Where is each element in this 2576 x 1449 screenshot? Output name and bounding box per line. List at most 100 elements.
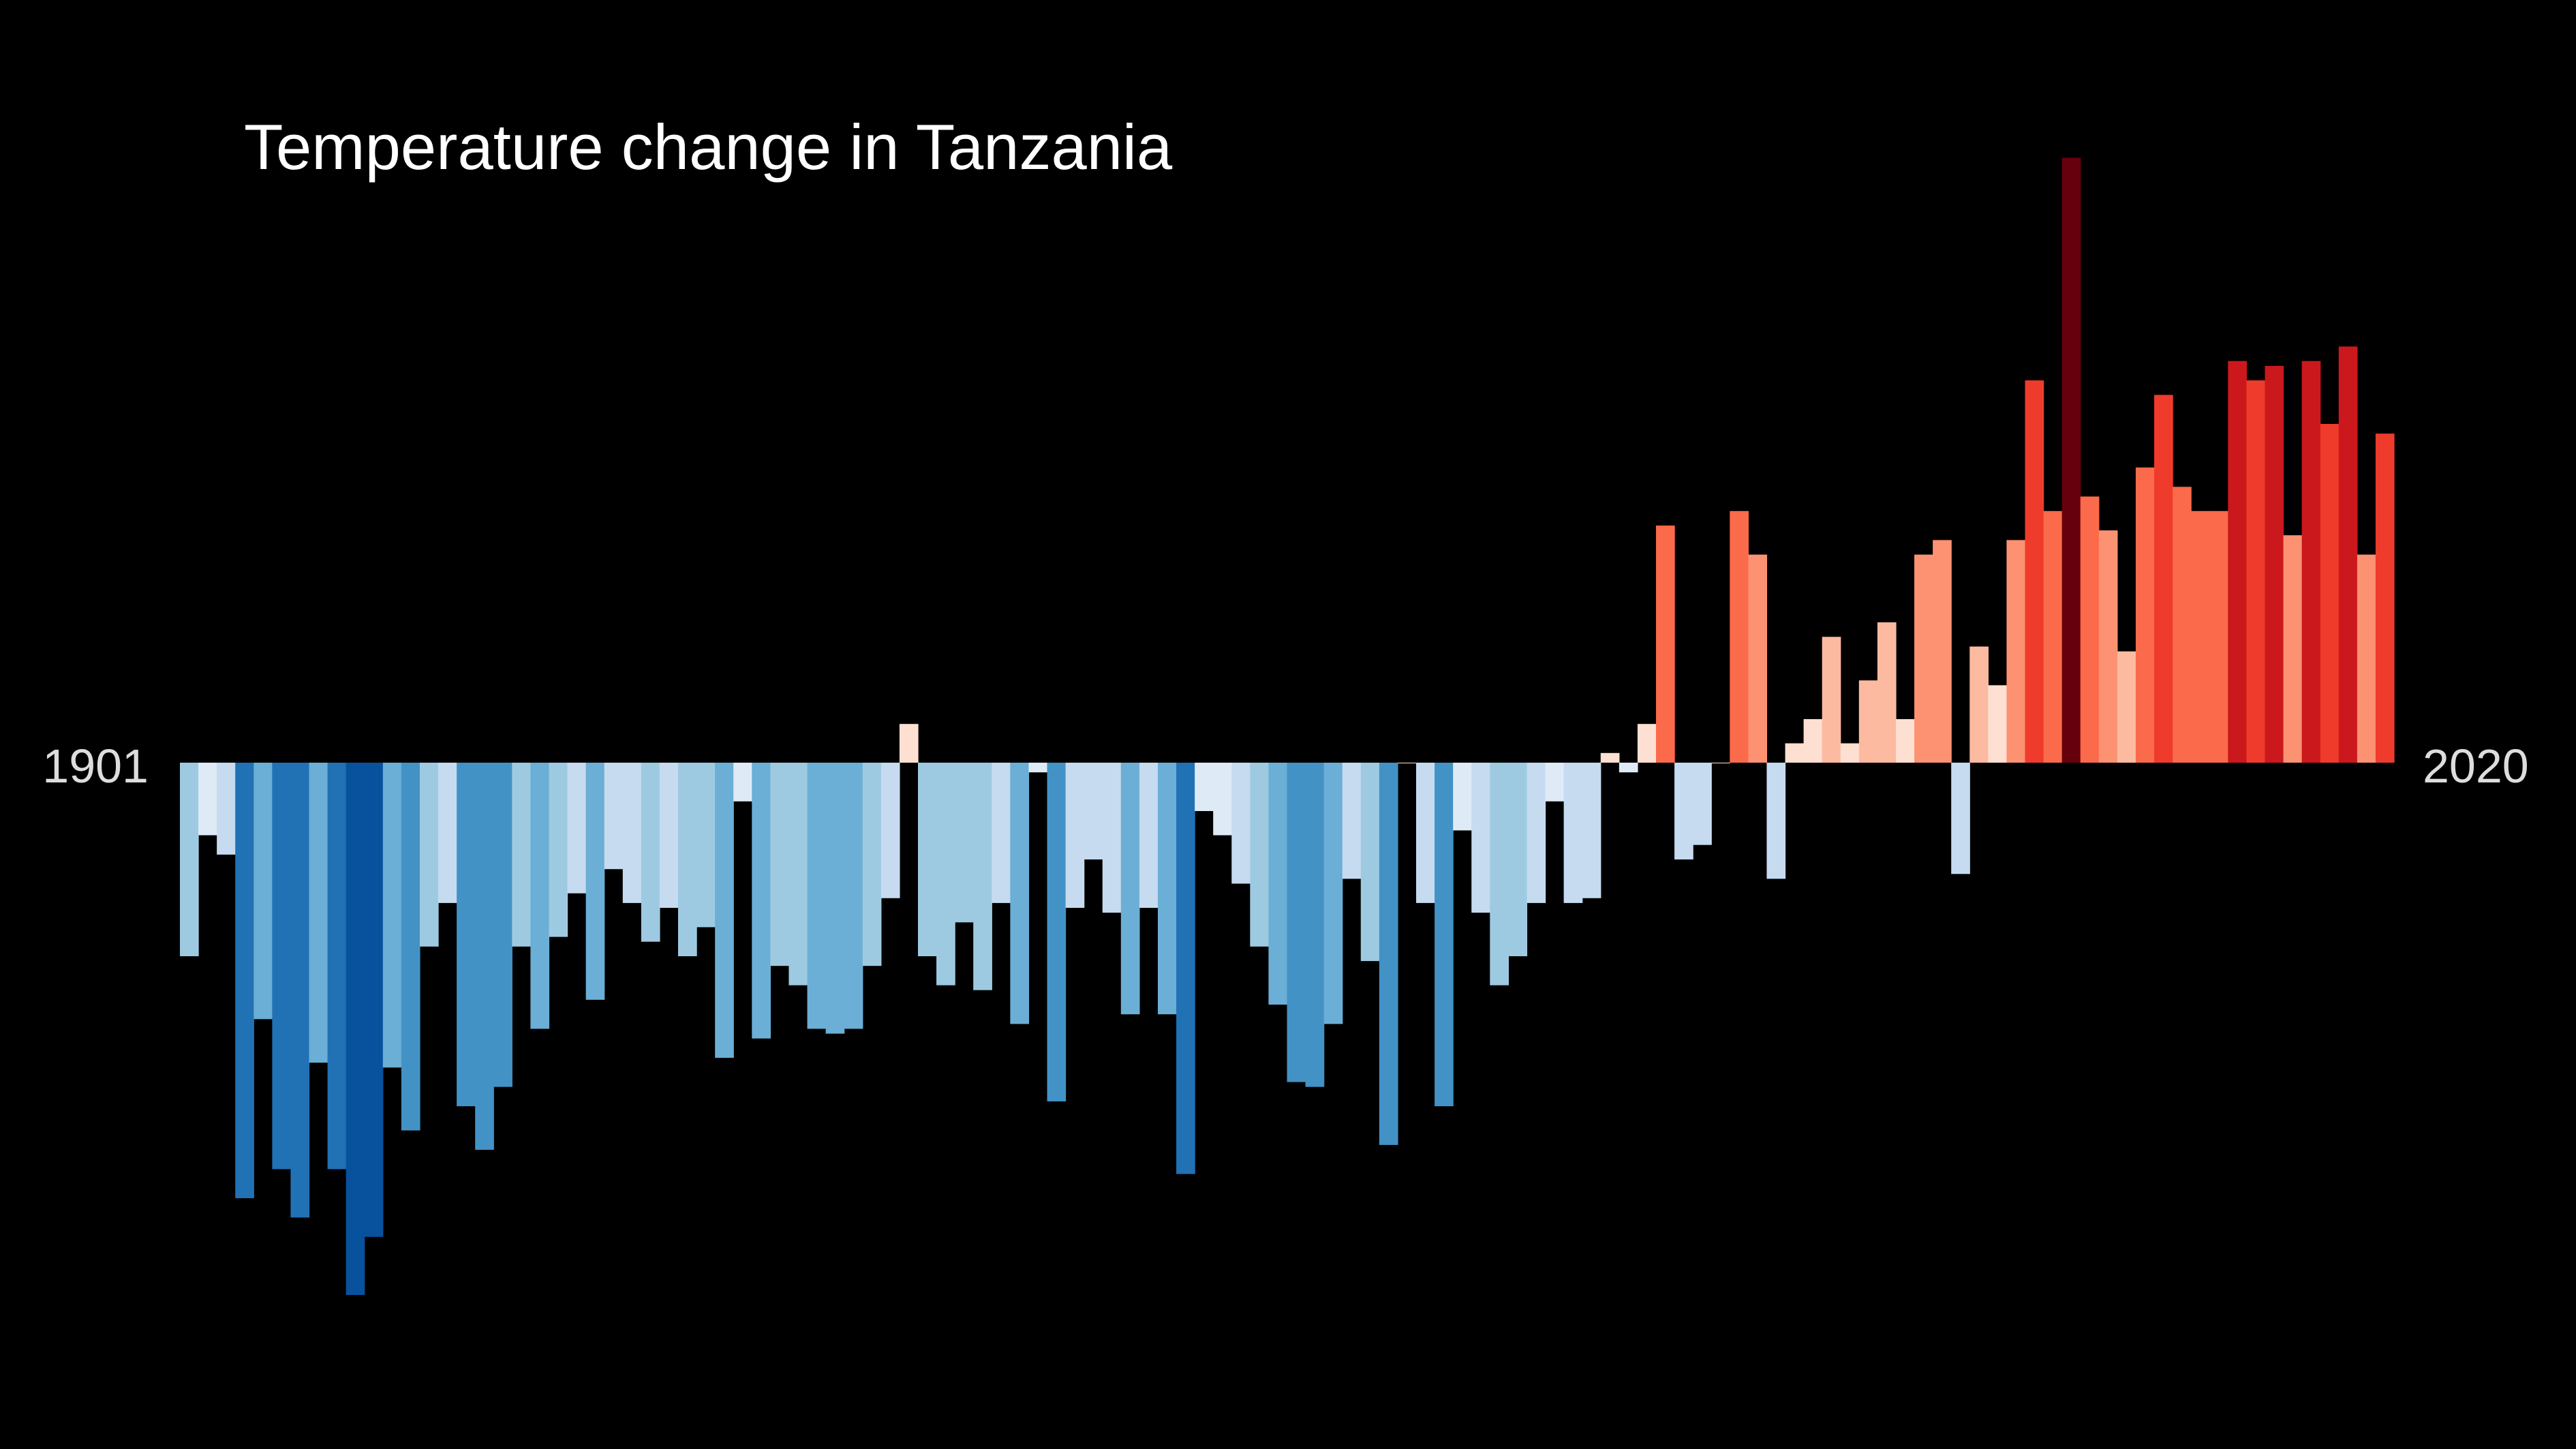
bar-1950 [1084,763,1103,859]
bar-1960 [1268,763,1288,1005]
bar-1905 [254,763,273,1020]
bar-1925 [622,763,642,903]
bar-1975 [1545,763,1565,802]
bar-1903 [217,763,236,855]
bar-1934 [788,763,808,986]
bar-2015 [2283,535,2303,763]
bar-1973 [1508,763,1528,956]
bar-1920 [530,763,550,1029]
bar-2018 [2338,346,2358,763]
bar-1991 [1840,743,1860,763]
bar-1936 [825,763,845,1034]
bar-2017 [2320,424,2340,763]
bar-1916 [457,763,476,1107]
bar-2009 [2173,487,2192,763]
bar-1959 [1250,763,1270,947]
bar-1971 [1471,763,1490,913]
bar-1941 [918,763,937,956]
bar-1996 [1933,540,1952,763]
bar-1938 [862,763,882,966]
bar-1923 [585,763,605,1000]
bar-1972 [1490,763,1509,986]
bar-1994 [1895,719,1915,763]
bar-1918 [493,763,512,1087]
bar-1970 [1453,763,1472,831]
bar-1958 [1231,763,1251,884]
bar-1955 [1176,763,1195,1174]
bar-1990 [1822,637,1841,763]
bar-2012 [2228,361,2247,763]
bar-1912 [382,763,402,1068]
bar-1980 [1637,724,1657,763]
bar-1937 [844,763,863,1029]
bar-1909 [327,763,347,1170]
bar-1947 [1028,763,1048,773]
bar-1945 [992,763,1011,903]
bar-1978 [1600,752,1620,763]
bar-1902 [198,763,217,836]
bar-2011 [2209,510,2228,763]
bar-2002 [2043,510,2063,763]
bar-1983 [1693,763,1712,845]
bar-1913 [401,763,420,1131]
bar-1961 [1287,763,1306,1082]
bar-1956 [1195,763,1214,811]
bar-1995 [1914,554,1933,763]
bar-1981 [1656,525,1675,763]
bar-1954 [1157,763,1177,1015]
bar-1979 [1619,763,1638,773]
bar-1999 [1988,685,2008,763]
bar-1914 [419,763,439,947]
bar-2020 [2375,433,2395,763]
bar-1908 [309,763,328,1063]
bar-2016 [2301,361,2321,763]
bar-1917 [475,763,494,1150]
bar-2003 [2061,157,2081,763]
bar-1911 [364,763,384,1237]
bar-1922 [567,763,587,894]
bar-1921 [549,763,568,937]
bar-1933 [770,763,790,966]
bar-1924 [604,763,624,870]
bar-1986 [1748,554,1768,763]
bar-1957 [1213,763,1232,836]
bar-1944 [973,763,992,990]
bar-2004 [2080,496,2100,763]
bar-2007 [2135,467,2155,763]
bar-1940 [899,724,919,763]
bar-1987 [1766,763,1786,879]
bar-1931 [733,763,752,802]
bar-1966 [1379,763,1398,1145]
bar-1963 [1323,763,1343,1024]
bar-1974 [1527,763,1546,903]
bar-2006 [2117,651,2136,763]
bar-1998 [1969,646,1989,763]
bar-1942 [936,763,955,986]
bar-1930 [715,763,734,1058]
bar-1915 [438,763,457,903]
bar-1962 [1305,763,1325,1087]
bar-2010 [2191,510,2210,763]
bar-1969 [1435,763,1454,1107]
bar-1932 [752,763,771,1039]
bar-1943 [955,763,974,923]
bar-1965 [1360,763,1380,962]
bar-2014 [2265,365,2284,763]
bar-1985 [1730,510,1749,763]
bar-1964 [1342,763,1362,879]
bar-1929 [696,763,716,928]
chart-title: Temperature change in Tanzania [244,111,1173,183]
bar-1988 [1785,743,1805,763]
bar-1992 [1858,680,1878,763]
bar-1949 [1065,763,1085,908]
bar-1919 [512,763,532,947]
bar-1982 [1674,763,1693,859]
bar-1910 [346,763,365,1295]
bar-1951 [1102,763,1122,913]
bar-1993 [1877,622,1897,763]
bar-1976 [1563,763,1583,903]
bar-2013 [2246,380,2266,763]
bar-1906 [272,763,292,1170]
bar-1928 [678,763,697,956]
